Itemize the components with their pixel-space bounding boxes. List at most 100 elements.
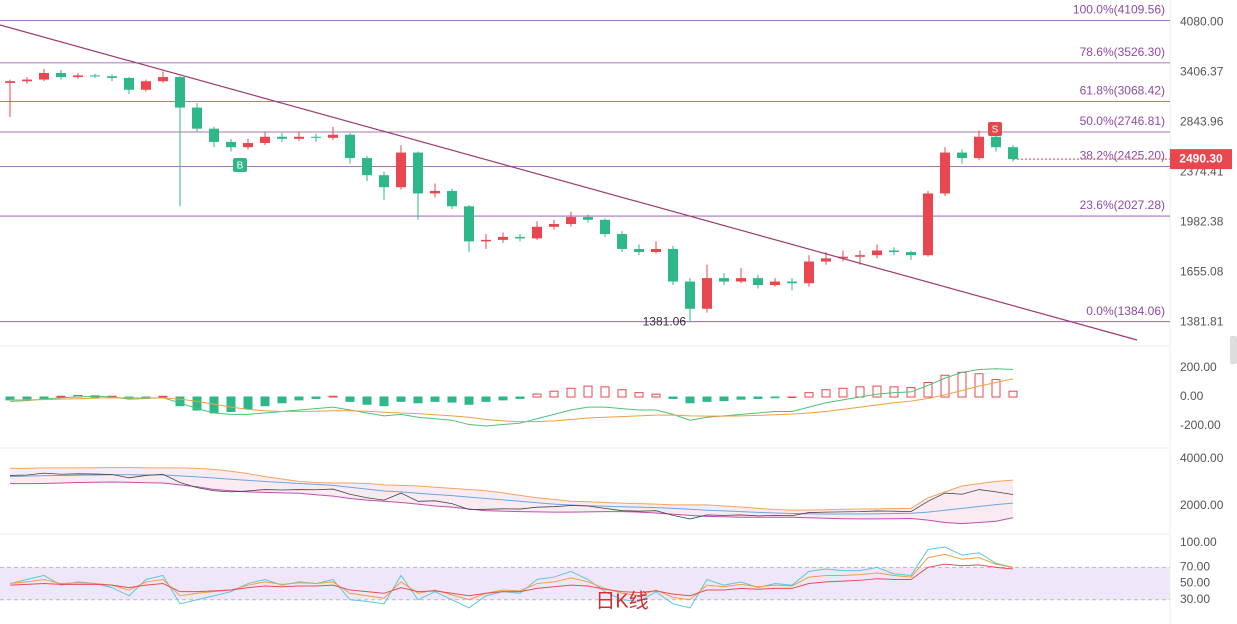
signal-label: B bbox=[237, 161, 244, 172]
y-tick-label: 2843.96 bbox=[1180, 115, 1224, 129]
fib-label: 100.0%(4109.56) bbox=[1073, 3, 1165, 17]
candle-body bbox=[5, 81, 15, 83]
macd-bar bbox=[260, 396, 270, 407]
candle-body bbox=[668, 248, 678, 282]
macd-bar bbox=[634, 392, 644, 398]
fib-label: 38.2%(2425.20) bbox=[1080, 149, 1165, 163]
candle-body bbox=[787, 281, 797, 284]
signal-badge bbox=[988, 122, 1002, 136]
candle-body bbox=[515, 236, 525, 239]
y-tick-label: 4000.00 bbox=[1180, 451, 1224, 465]
candle-body bbox=[498, 236, 508, 240]
candle-body bbox=[209, 128, 219, 142]
fib-label: 50.0%(2746.81) bbox=[1080, 114, 1165, 128]
macd-bar bbox=[719, 396, 729, 402]
band-fill bbox=[10, 467, 1013, 524]
candle-body bbox=[923, 193, 933, 256]
candle-body bbox=[906, 252, 916, 256]
macd-bar bbox=[940, 374, 950, 398]
mid-band bbox=[9, 474, 1014, 515]
candle-body bbox=[549, 223, 559, 227]
rsi-line bbox=[9, 546, 1014, 609]
low-annotation: 1381.06 bbox=[643, 314, 687, 328]
candle-body bbox=[141, 81, 151, 90]
macd-bar bbox=[294, 396, 304, 401]
candle-body bbox=[685, 281, 695, 309]
upper-band bbox=[10, 466, 1014, 511]
candle-body bbox=[617, 233, 627, 249]
fib-label: 78.6%(3526.30) bbox=[1080, 45, 1165, 59]
candle-body bbox=[1008, 147, 1018, 160]
candle-body bbox=[583, 217, 593, 220]
candle-body bbox=[73, 75, 83, 78]
candle-body bbox=[566, 217, 576, 224]
macd-bar bbox=[1008, 390, 1018, 398]
candle-body bbox=[158, 77, 168, 82]
macd-bar bbox=[668, 396, 678, 399]
y-tick-label: 30.00 bbox=[1180, 592, 1210, 606]
candle-body bbox=[651, 248, 661, 253]
candle-body bbox=[362, 158, 372, 176]
candle-body bbox=[464, 206, 474, 242]
candle-body bbox=[345, 134, 355, 159]
candle-body bbox=[736, 278, 746, 282]
macd-bar bbox=[923, 382, 933, 398]
candle-body bbox=[39, 72, 49, 80]
y-tick-label: 1655.08 bbox=[1180, 264, 1224, 278]
lower-band bbox=[10, 481, 1014, 525]
fib-label: 23.6%(2027.28) bbox=[1080, 198, 1165, 212]
y-tick-label: -200.00 bbox=[1180, 418, 1221, 432]
candle-body bbox=[770, 281, 780, 286]
macd-bar bbox=[770, 396, 780, 399]
candle-body bbox=[532, 226, 542, 239]
macd-bar bbox=[243, 396, 253, 410]
y-tick-label: 3406.37 bbox=[1180, 65, 1224, 79]
candle-body bbox=[277, 136, 287, 139]
fib-label: 61.8%(3068.42) bbox=[1080, 84, 1165, 98]
candle-body bbox=[804, 261, 814, 284]
signal-s: S bbox=[988, 122, 1002, 136]
candle-body bbox=[634, 248, 644, 253]
macd-bar bbox=[362, 396, 372, 405]
macd-bar bbox=[345, 396, 355, 402]
candle-body bbox=[838, 256, 848, 259]
macd-bar bbox=[396, 396, 406, 402]
candle-body bbox=[56, 72, 66, 78]
y-tick-label: 2000.00 bbox=[1180, 498, 1224, 512]
candle-body bbox=[889, 250, 899, 253]
y-tick-label: 1381.81 bbox=[1180, 314, 1224, 328]
y-tick-label: 100.00 bbox=[1180, 535, 1217, 549]
candle-body bbox=[821, 258, 831, 262]
last-price-label: 2490.30 bbox=[1179, 151, 1223, 165]
macd-bar bbox=[753, 396, 763, 399]
candle-body bbox=[396, 152, 406, 188]
candle-body bbox=[430, 190, 440, 194]
macd-bar bbox=[22, 396, 32, 400]
candle-body bbox=[413, 152, 423, 194]
macd-bar bbox=[39, 396, 49, 399]
candle-body bbox=[600, 219, 610, 234]
rsi-line bbox=[9, 563, 1014, 597]
candle-body bbox=[974, 136, 984, 159]
candle-body bbox=[328, 134, 338, 138]
signal-b: B bbox=[233, 158, 247, 172]
macd-bar bbox=[685, 396, 695, 404]
macd-bar bbox=[532, 393, 542, 398]
y-tick-label: 1982.38 bbox=[1180, 214, 1224, 228]
candle-body bbox=[957, 152, 967, 159]
macd-bar bbox=[413, 396, 423, 404]
macd-bar bbox=[787, 396, 797, 398]
watermark: 日K线 bbox=[595, 589, 648, 612]
candle-body bbox=[175, 77, 185, 108]
macd-bar bbox=[192, 396, 202, 411]
macd-bar bbox=[226, 396, 236, 412]
macd-bar bbox=[957, 371, 967, 398]
macd-bar bbox=[549, 390, 559, 398]
macd-bar bbox=[736, 396, 746, 400]
macd-bar bbox=[311, 396, 321, 399]
candle-body bbox=[226, 141, 236, 148]
macd-bar bbox=[804, 392, 814, 398]
scroll-handle[interactable] bbox=[1230, 336, 1237, 364]
signal-label: S bbox=[992, 125, 999, 136]
